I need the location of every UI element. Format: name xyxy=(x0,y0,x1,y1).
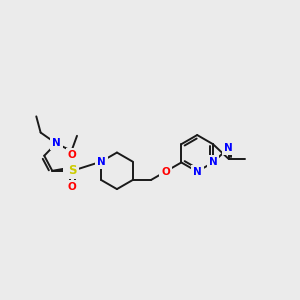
Text: S: S xyxy=(68,164,76,177)
Text: O: O xyxy=(68,182,77,192)
Text: O: O xyxy=(161,167,170,177)
Text: O: O xyxy=(68,150,77,160)
Text: N: N xyxy=(65,163,74,173)
Text: N: N xyxy=(208,158,217,167)
Text: N: N xyxy=(52,138,61,148)
Text: N: N xyxy=(224,143,233,153)
Text: N: N xyxy=(193,167,202,177)
Text: N: N xyxy=(97,157,106,167)
